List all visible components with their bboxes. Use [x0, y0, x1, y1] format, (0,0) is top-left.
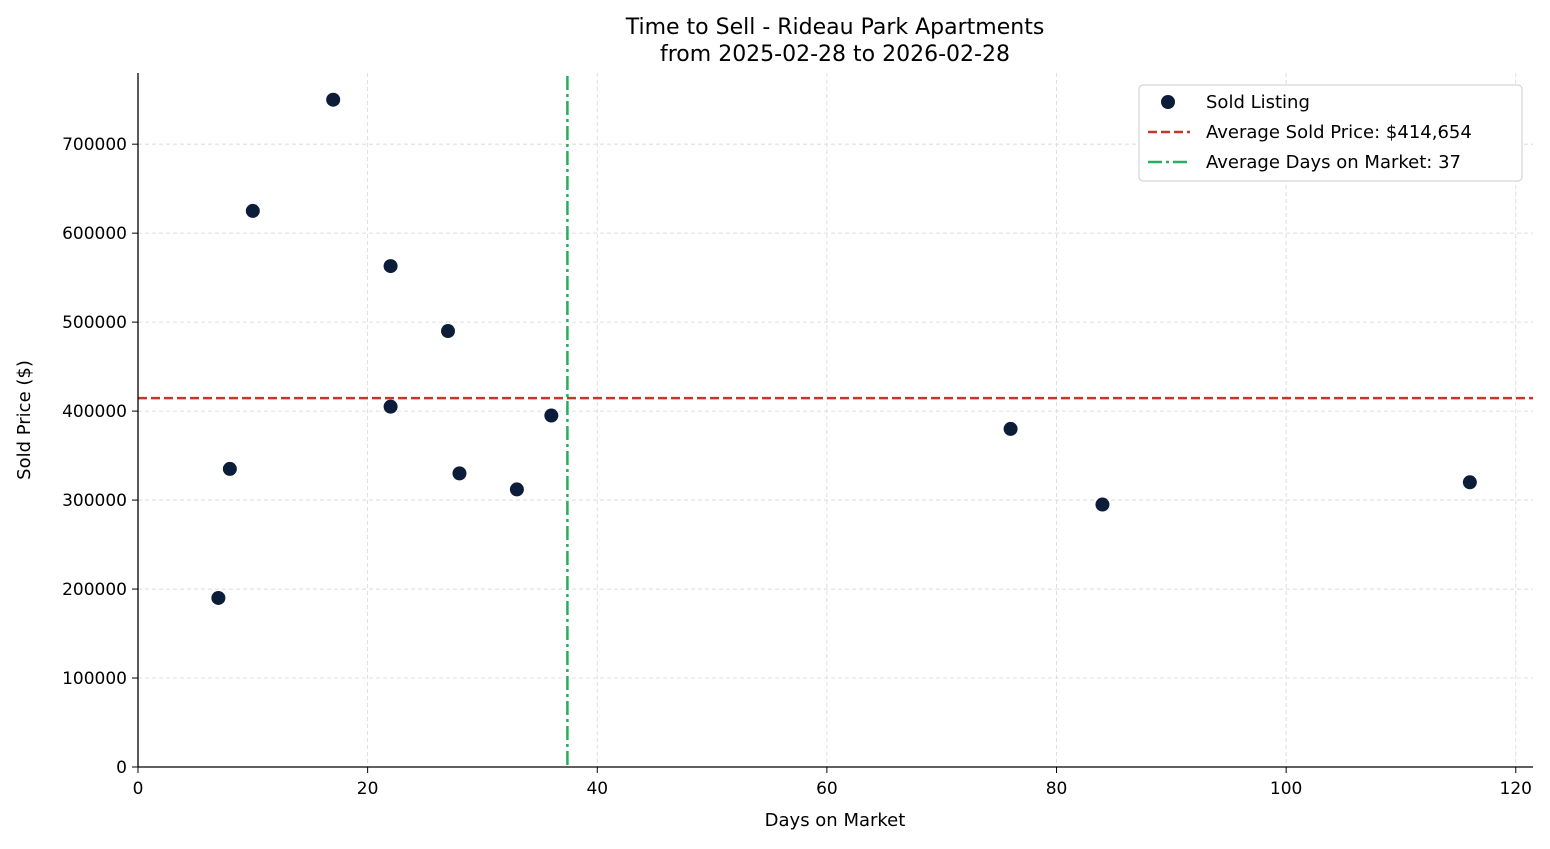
data-point [245, 203, 260, 218]
y-tick-label: 0 [116, 758, 127, 778]
data-point [1095, 497, 1110, 512]
x-tick-label: 60 [816, 779, 838, 799]
data-points [211, 92, 1477, 605]
data-point [326, 92, 341, 107]
axes: 0 20 40 60 80 100 120 0 100000 200000 300000 400000… [62, 73, 1533, 799]
x-tick-label: 0 [133, 779, 144, 799]
y-tick-label: 500000 [62, 313, 127, 333]
chart-title: Time to Sell - Rideau Park Apartments [625, 15, 1045, 40]
y-tick-label: 400000 [62, 402, 127, 422]
x-tick-label: 120 [1500, 779, 1532, 799]
x-tick-label: 80 [1046, 779, 1068, 799]
data-point [383, 399, 398, 414]
data-point [452, 466, 467, 481]
legend: Sold Listing Average Sold Price: $414,654… [1138, 84, 1523, 182]
reference-lines [138, 76, 1533, 767]
y-tick-label: 700000 [62, 135, 127, 155]
data-point [211, 590, 226, 605]
data-point [383, 259, 398, 274]
y-tick-label: 200000 [62, 580, 127, 600]
chart-subtitle: from 2025-02-28 to 2026-02-28 [660, 42, 1010, 67]
y-tick-label: 300000 [62, 491, 127, 511]
data-point [441, 324, 455, 339]
x-axis-label: Days on Market [765, 810, 906, 831]
data-point [1003, 421, 1018, 436]
x-tick-label: 20 [357, 779, 379, 799]
data-point [544, 408, 559, 423]
legend-marker-sold-listing [1161, 95, 1175, 109]
y-tick-label: 600000 [62, 224, 127, 244]
y-axis-label: Sold Price ($) [14, 360, 35, 480]
y-tick-label: 100000 [62, 669, 127, 689]
data-point [1462, 475, 1477, 490]
data-point [222, 461, 237, 476]
legend-label-sold-listing: Sold Listing [1206, 92, 1310, 113]
x-tick-label: 100 [1270, 779, 1302, 799]
legend-label: Average Days on Market: 37 [1206, 152, 1461, 173]
legend-label: Average Sold Price: $414,654 [1206, 122, 1472, 143]
x-tick-label: 40 [586, 779, 608, 799]
legend-box [1138, 84, 1523, 182]
data-point [509, 482, 524, 497]
